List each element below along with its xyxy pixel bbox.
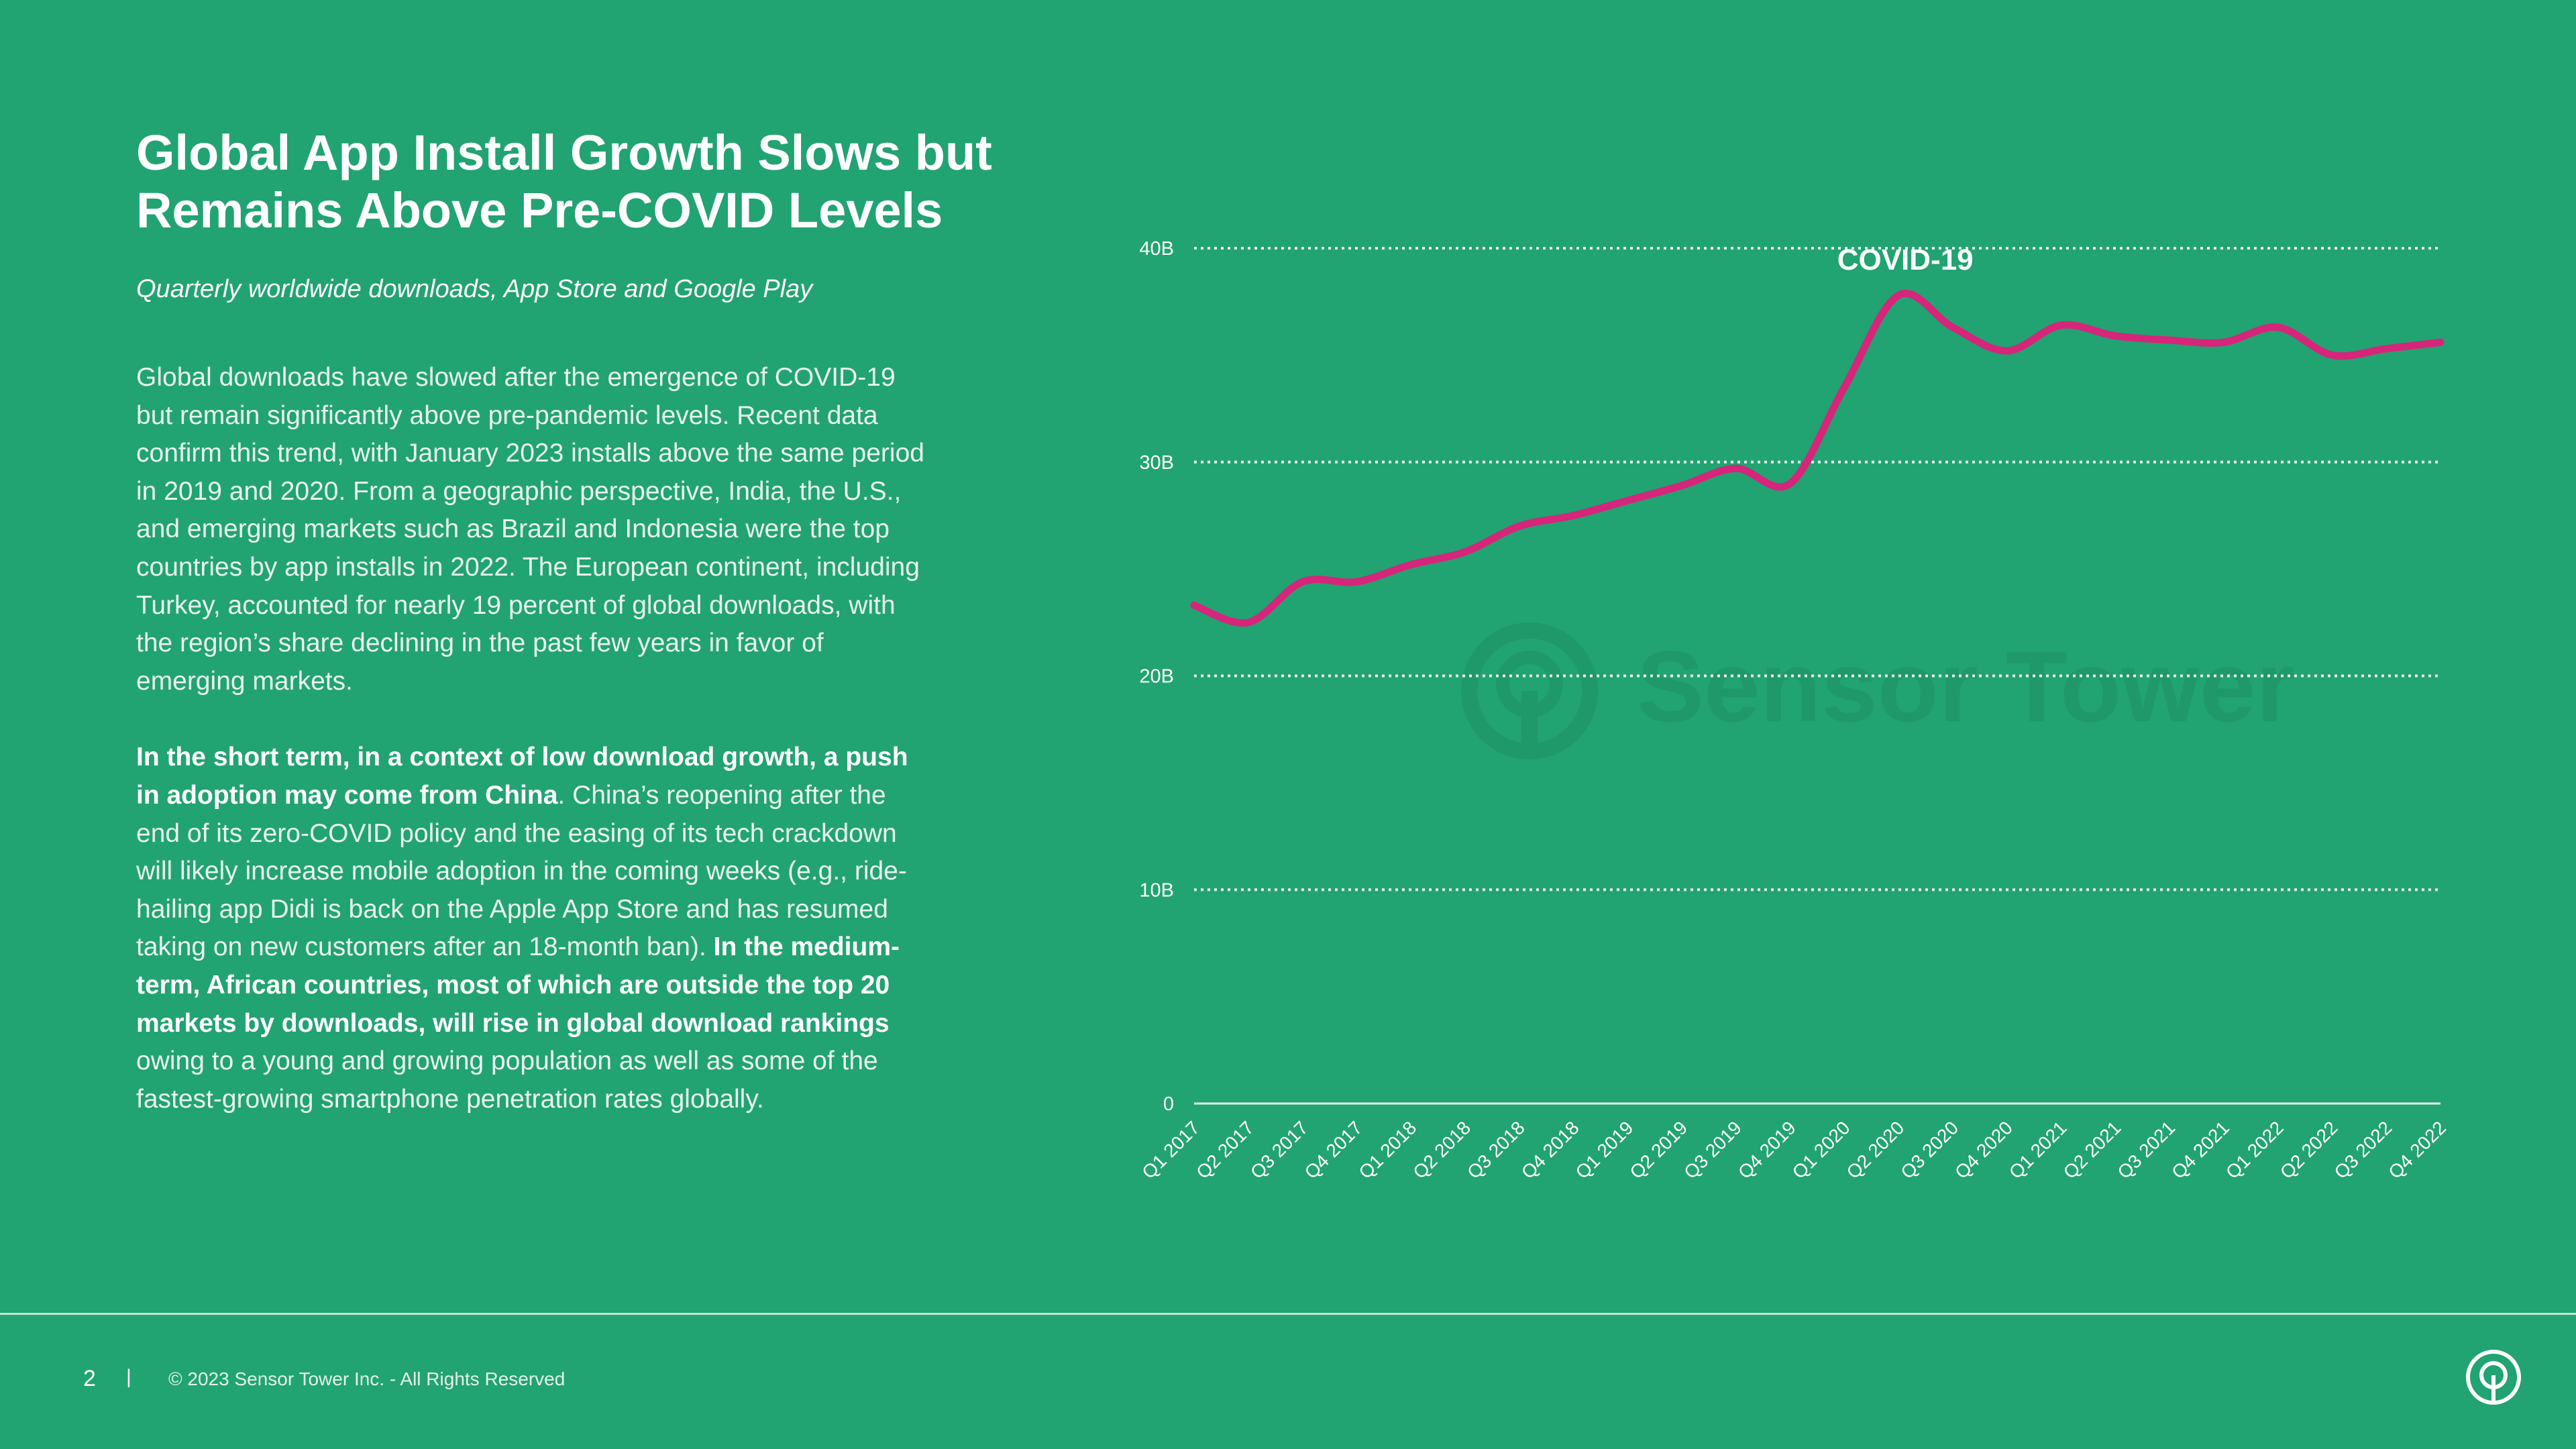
covid-annotation: COVID-19 bbox=[1837, 244, 1974, 276]
x-tick-label: Q1 2021 bbox=[2005, 1117, 2071, 1183]
x-tick-label: Q3 2018 bbox=[1463, 1117, 1529, 1183]
sensor-tower-logo-icon bbox=[2466, 1350, 2521, 1405]
x-tick-label: Q3 2022 bbox=[2330, 1117, 2396, 1183]
x-tick-label: Q2 2022 bbox=[2276, 1117, 2342, 1183]
slide-subtitle: Quarterly worldwide downloads, App Store… bbox=[136, 275, 813, 303]
x-tick-label: Q1 2018 bbox=[1354, 1117, 1420, 1183]
watermark-logo-icon bbox=[1461, 623, 1598, 759]
x-tick-label: Q2 2018 bbox=[1409, 1117, 1474, 1183]
page-number: 2 bbox=[83, 1366, 96, 1391]
x-tick-label: Q2 2021 bbox=[2059, 1117, 2125, 1183]
y-tick-label: 20B bbox=[1139, 666, 1174, 688]
x-tick-label: Q2 2017 bbox=[1192, 1117, 1258, 1183]
title-line-1: Global App Install Growth Slows but bbox=[136, 125, 992, 180]
paragraph-1: Global downloads have slowed after the e… bbox=[136, 363, 924, 696]
x-tick-label: Q1 2019 bbox=[1572, 1117, 1638, 1183]
watermark-text: Sensor Tower bbox=[1637, 630, 2295, 743]
footer-divider bbox=[0, 1313, 2576, 1315]
x-tick-label: Q3 2019 bbox=[1680, 1117, 1746, 1183]
x-tick-label: Q3 2020 bbox=[1896, 1117, 1962, 1183]
x-tick-label: Q1 2017 bbox=[1138, 1117, 1203, 1183]
x-tick-label: Q4 2021 bbox=[2167, 1117, 2233, 1183]
x-tick-label: Q3 2021 bbox=[2113, 1117, 2179, 1183]
copyright-text: © 2023 Sensor Tower Inc. - All Rights Re… bbox=[168, 1368, 566, 1389]
x-tick-label: Q3 2017 bbox=[1246, 1117, 1312, 1183]
footer-separator: | bbox=[126, 1366, 131, 1388]
x-tick-label: Q4 2022 bbox=[2384, 1117, 2450, 1183]
y-tick-label: 40B bbox=[1139, 238, 1174, 260]
slide-title: Global App Install Growth Slows but Rema… bbox=[136, 124, 1075, 239]
x-tick-label: Q4 2018 bbox=[1517, 1117, 1583, 1183]
paragraph-2-text-2: owing to a young and growing population … bbox=[136, 1046, 878, 1114]
y-tick-label: 30B bbox=[1139, 452, 1174, 474]
paragraph-2: In the short term, in a context of low d… bbox=[136, 739, 928, 1118]
series-line bbox=[1190, 290, 2445, 627]
body-text: Global downloads have slowed after the e… bbox=[136, 359, 928, 1157]
paragraph-2-text-1: . China’s reopening after the end of its… bbox=[136, 780, 907, 962]
x-tick-label: Q1 2020 bbox=[1788, 1117, 1854, 1183]
x-tick-label: Q2 2020 bbox=[1843, 1117, 1909, 1183]
paragraph-2-bold-2: In the medium-term, African countries, m… bbox=[136, 932, 900, 1038]
y-tick-label: 10B bbox=[1139, 879, 1174, 901]
x-tick-label: Q1 2022 bbox=[2222, 1117, 2288, 1183]
paragraph-2-bold-1: In the short term, in a context of low d… bbox=[136, 743, 908, 810]
title-line-2: Remains Above Pre-COVID Levels bbox=[136, 182, 943, 238]
x-tick-label: Q2 2019 bbox=[1625, 1117, 1691, 1183]
x-tick-label: Q4 2020 bbox=[1951, 1117, 2017, 1183]
watermark: Sensor Tower bbox=[1461, 623, 2295, 759]
x-tick-label: Q4 2019 bbox=[1734, 1117, 1800, 1183]
y-tick-label: 0 bbox=[1163, 1093, 1174, 1115]
x-tick-label: Q4 2017 bbox=[1301, 1117, 1366, 1183]
